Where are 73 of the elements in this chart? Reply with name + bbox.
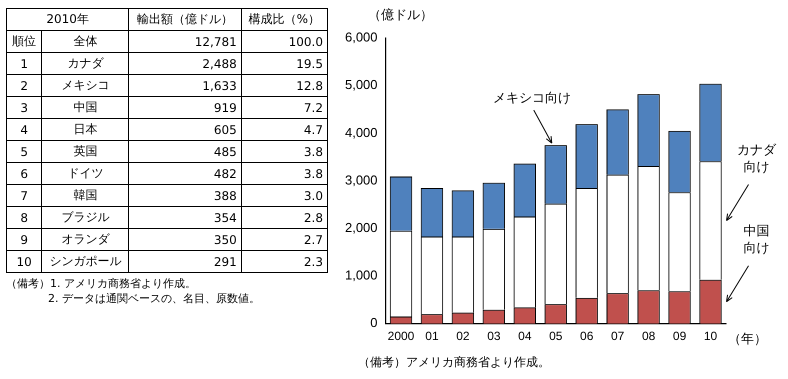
data-label: 100.0 (241, 30, 328, 52)
text: 輸出額（億ドル） (128, 8, 242, 30)
data-label: 2.3 (241, 250, 328, 272)
y-tick-label: 6,000 (344, 30, 378, 45)
data-label: 485 (128, 140, 242, 162)
y-tick-label: 5,000 (344, 77, 378, 92)
data-label: 3 (6, 96, 42, 118)
data-label: 2.7 (241, 228, 328, 250)
y-tick-label: 1,000 (344, 268, 378, 283)
data-label: 7 (6, 184, 42, 206)
x-tick-label: 02 (456, 329, 470, 344)
data-label: 19.5 (241, 52, 328, 74)
data-label: 605 (128, 118, 242, 140)
x-tick-label: 01 (425, 329, 439, 344)
category-label: ドイツ (42, 162, 129, 184)
x-tick-label: 06 (580, 329, 594, 344)
data-label: 3.8 (241, 162, 328, 184)
x-tick-label: 05 (549, 329, 563, 344)
data-label: 482 (128, 162, 242, 184)
data-label: 12,781 (128, 30, 242, 52)
data-label: 388 (128, 184, 242, 206)
x-tick-label: 07 (610, 329, 625, 344)
series-label: メキシコ向け (492, 90, 572, 108)
x-tick-label: 08 (642, 329, 656, 344)
x-tick-label: 04 (518, 329, 532, 344)
x-axis-title: （年） (728, 332, 767, 347)
data-label: 2 (6, 74, 42, 96)
data-label: 1 (6, 52, 42, 74)
x-tick-label: 10 (704, 329, 718, 344)
category-label: 英国 (42, 140, 129, 162)
data-label: 350 (128, 228, 242, 250)
data-label: 4.7 (241, 118, 328, 140)
data-label: 291 (128, 250, 242, 272)
text: 2. データは通関ベースの、名目、原数値。 (47, 291, 261, 306)
y-tick-label: 2,000 (344, 220, 378, 235)
y-tick-label: 0 (370, 315, 378, 330)
x-tick-label: 09 (672, 329, 687, 344)
data-label: 354 (128, 206, 242, 228)
data-label: 7.2 (241, 96, 328, 118)
data-label: 10 (6, 250, 42, 272)
text: 2010年 (6, 8, 129, 30)
category-label: シンガポール (42, 250, 129, 272)
y-axis-title: （億ドル） (368, 7, 433, 24)
category-label: 韓国 (42, 184, 129, 206)
data-label: 2,488 (128, 52, 242, 74)
text: 構成比（%） (241, 8, 328, 30)
text: （備考）1. アメリカ商務省より作成。 (6, 276, 197, 291)
category-label: オランダ (42, 228, 129, 250)
data-label: 2.8 (241, 206, 328, 228)
category-label: カナダ (42, 52, 129, 74)
data-label: 919 (128, 96, 242, 118)
text: （備考）アメリカ商務省より作成。 (358, 354, 550, 371)
x-tick-label: 03 (487, 329, 501, 344)
text: 順位 (6, 30, 42, 52)
category-label: 中国 (42, 96, 129, 118)
category-label: メキシコ (42, 74, 129, 96)
data-label: 9 (6, 228, 42, 250)
data-label: 5 (6, 140, 42, 162)
x-tick-label: 2000 (388, 329, 415, 344)
data-label: 3.8 (241, 140, 328, 162)
series-label: カナダ向け (736, 142, 778, 176)
text: 中国向け (742, 222, 771, 257)
category-label: ブラジル (42, 206, 129, 228)
data-label: 3.0 (241, 184, 328, 206)
data-label: 4 (6, 118, 42, 140)
category-label: 全体 (42, 30, 129, 52)
data-label: 1,633 (128, 74, 242, 96)
data-label: 12.8 (241, 74, 328, 96)
category-label: 日本 (42, 118, 129, 140)
data-label: 6 (6, 162, 42, 184)
data-label: 8 (6, 206, 42, 228)
y-tick-label: 4,000 (344, 124, 378, 140)
y-tick-label: 3,000 (344, 172, 378, 188)
